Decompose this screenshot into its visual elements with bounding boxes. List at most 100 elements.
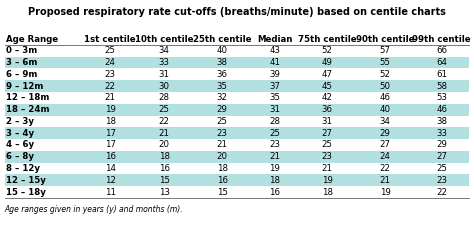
Text: 46: 46 — [380, 93, 391, 102]
Text: 66: 66 — [436, 46, 447, 55]
Text: 18: 18 — [159, 152, 170, 161]
Text: 21: 21 — [217, 141, 228, 150]
Bar — [5, 80, 469, 92]
Text: 1st centile: 1st centile — [84, 35, 136, 44]
Text: 25: 25 — [322, 141, 333, 150]
Text: 90th centile: 90th centile — [356, 35, 414, 44]
Text: 24: 24 — [105, 58, 116, 67]
Text: 27: 27 — [380, 141, 391, 150]
Text: 2 – 3y: 2 – 3y — [6, 117, 34, 126]
Text: 55: 55 — [380, 58, 391, 67]
Text: 47: 47 — [322, 70, 333, 79]
Text: 21: 21 — [159, 129, 170, 138]
Bar — [5, 186, 469, 198]
Text: 18: 18 — [105, 117, 116, 126]
Bar — [5, 174, 469, 186]
Bar — [5, 163, 469, 174]
Text: 0 – 3m: 0 – 3m — [6, 46, 37, 55]
Bar — [5, 57, 469, 68]
Text: 28: 28 — [269, 117, 280, 126]
Text: 28: 28 — [159, 93, 170, 102]
Text: 4 – 6y: 4 – 6y — [6, 141, 34, 150]
Bar — [5, 139, 469, 151]
Text: 3 – 6m: 3 – 6m — [6, 58, 37, 67]
Text: 15 – 18y: 15 – 18y — [6, 187, 46, 196]
Text: 20: 20 — [217, 152, 228, 161]
Bar — [5, 33, 469, 45]
Bar — [5, 92, 469, 104]
Text: 23: 23 — [322, 152, 333, 161]
Text: 18: 18 — [217, 164, 228, 173]
Text: 16: 16 — [217, 176, 228, 185]
Text: 29: 29 — [436, 141, 447, 150]
Text: 58: 58 — [436, 82, 447, 91]
Text: 27: 27 — [322, 129, 333, 138]
Text: 21: 21 — [105, 93, 116, 102]
Text: 12 – 18m: 12 – 18m — [6, 93, 50, 102]
Text: 23: 23 — [105, 70, 116, 79]
Text: 20: 20 — [159, 141, 170, 150]
Bar — [5, 45, 469, 57]
Text: 25: 25 — [159, 105, 170, 114]
Text: 22: 22 — [159, 117, 170, 126]
Text: 40: 40 — [380, 105, 391, 114]
Text: 46: 46 — [436, 105, 447, 114]
Text: 24: 24 — [380, 152, 391, 161]
Text: 35: 35 — [217, 82, 228, 91]
Text: 11: 11 — [105, 187, 116, 196]
Text: 22: 22 — [380, 164, 391, 173]
Text: 45: 45 — [322, 82, 333, 91]
Text: 42: 42 — [322, 93, 333, 102]
Text: 31: 31 — [269, 105, 280, 114]
Text: 37: 37 — [269, 82, 280, 91]
Bar — [5, 68, 469, 80]
Text: 22: 22 — [436, 187, 447, 196]
Text: 13: 13 — [159, 187, 170, 196]
Text: 3 – 4y: 3 – 4y — [6, 129, 34, 138]
Text: 12: 12 — [105, 176, 116, 185]
Text: 36: 36 — [322, 105, 333, 114]
Text: 23: 23 — [217, 129, 228, 138]
Text: 19: 19 — [269, 164, 280, 173]
Text: 25: 25 — [436, 164, 447, 173]
Text: 10th centile: 10th centile — [135, 35, 193, 44]
Text: 41: 41 — [269, 58, 280, 67]
Text: 33: 33 — [159, 58, 170, 67]
Text: Age ranges given in years (y) and months (m).: Age ranges given in years (y) and months… — [5, 205, 183, 214]
Text: 34: 34 — [380, 117, 391, 126]
Text: 25: 25 — [217, 117, 228, 126]
Text: 31: 31 — [322, 117, 333, 126]
Text: 31: 31 — [159, 70, 170, 79]
Text: 38: 38 — [217, 58, 228, 67]
Text: 17: 17 — [105, 129, 116, 138]
Text: Proposed respiratory rate cut-offs (breaths/minute) based on centile charts: Proposed respiratory rate cut-offs (brea… — [28, 7, 446, 17]
Text: 33: 33 — [436, 129, 447, 138]
Text: 16: 16 — [159, 164, 170, 173]
Text: 18: 18 — [322, 187, 333, 196]
Text: 18: 18 — [269, 176, 280, 185]
Text: 27: 27 — [436, 152, 447, 161]
Text: 6 – 9m: 6 – 9m — [6, 70, 37, 79]
Text: Median: Median — [257, 35, 292, 44]
Text: 17: 17 — [105, 141, 116, 150]
Text: 57: 57 — [380, 46, 391, 55]
Text: 75th centile: 75th centile — [298, 35, 356, 44]
Text: Age Range: Age Range — [6, 35, 58, 44]
Text: 14: 14 — [105, 164, 116, 173]
Text: 32: 32 — [217, 93, 228, 102]
Bar — [5, 104, 469, 116]
Text: 21: 21 — [380, 176, 391, 185]
Text: 16: 16 — [105, 152, 116, 161]
Text: 64: 64 — [436, 58, 447, 67]
Text: 16: 16 — [269, 187, 280, 196]
Text: 23: 23 — [269, 141, 280, 150]
Text: 34: 34 — [159, 46, 170, 55]
Text: 36: 36 — [217, 70, 228, 79]
Text: 19: 19 — [322, 176, 333, 185]
Text: 40: 40 — [217, 46, 228, 55]
Text: 99th centile: 99th centile — [412, 35, 471, 44]
Text: 30: 30 — [159, 82, 170, 91]
Text: 61: 61 — [436, 70, 447, 79]
Text: 12 – 15y: 12 – 15y — [6, 176, 46, 185]
Bar — [5, 116, 469, 127]
